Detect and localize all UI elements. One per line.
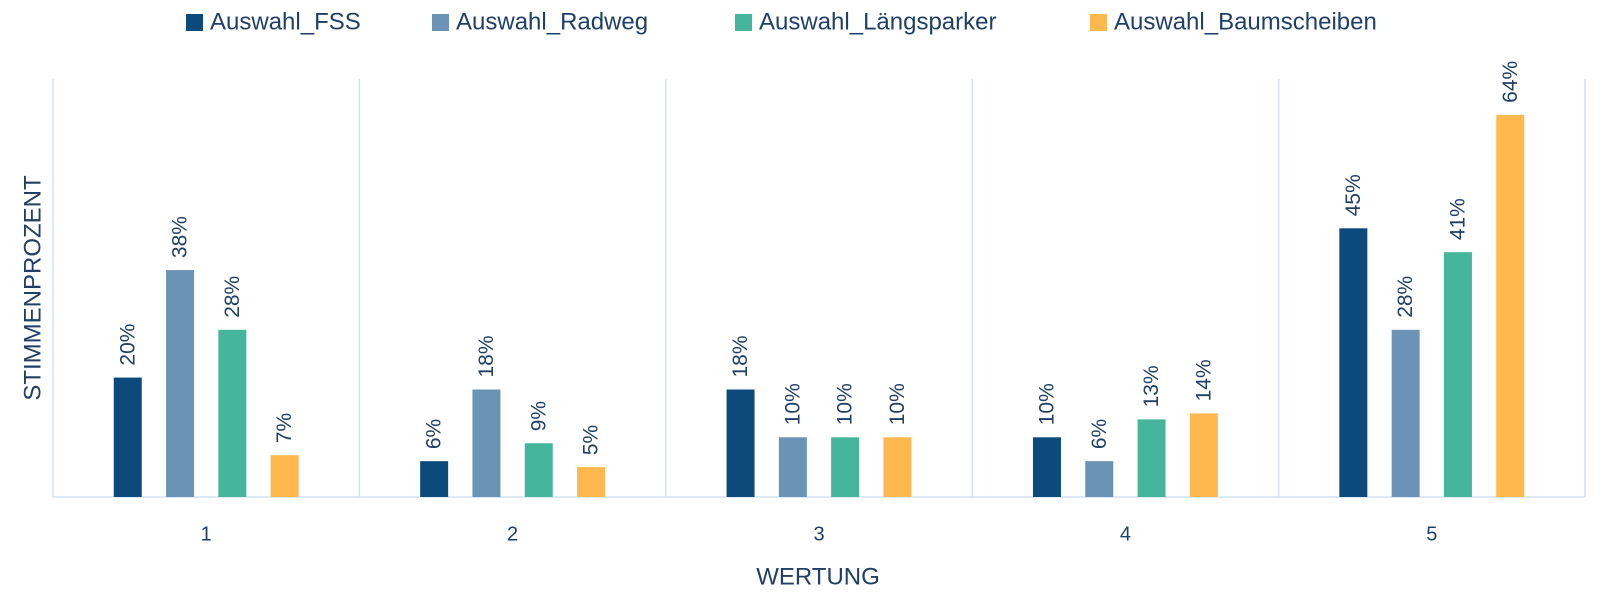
data-label: 9% (527, 401, 550, 431)
data-label: 41% (1446, 198, 1469, 240)
bar (831, 437, 860, 497)
bar (577, 467, 606, 497)
data-label: 10% (1035, 383, 1058, 425)
data-label: 10% (834, 383, 857, 425)
x-tick-label: 1 (201, 523, 212, 545)
data-label: 14% (1192, 359, 1215, 401)
legend-swatch (735, 14, 752, 31)
bar (1391, 329, 1420, 497)
x-tick-label: 2 (507, 523, 518, 545)
bar (1496, 114, 1525, 497)
bar (726, 389, 755, 497)
bar (524, 443, 553, 497)
bar (1339, 228, 1368, 498)
bar (270, 455, 299, 497)
data-label: 64% (1499, 61, 1522, 103)
x-axis-title: WERTUNG (756, 563, 880, 590)
data-label: 6% (423, 419, 446, 449)
legend-label: Auswahl_Längsparker (759, 8, 996, 35)
bar (218, 329, 247, 497)
bar (1137, 419, 1166, 497)
data-label: 13% (1140, 365, 1163, 407)
bar (1189, 413, 1218, 497)
data-label: 10% (781, 383, 804, 425)
data-label: 18% (475, 335, 498, 377)
bar (1443, 252, 1472, 497)
legend-label: Auswahl_Baumscheiben (1114, 8, 1377, 35)
data-label: 5% (580, 425, 603, 455)
data-label: 38% (169, 216, 192, 258)
legend-label: Auswahl_Radweg (456, 8, 648, 35)
y-axis-title: STIMMENPROZENT (19, 175, 46, 401)
bar (166, 270, 195, 497)
x-tick-label: 5 (1426, 523, 1437, 545)
data-label: 6% (1088, 419, 1111, 449)
legend-label: Auswahl_FSS (210, 8, 361, 35)
data-label: 7% (273, 413, 296, 443)
x-tick-label: 4 (1120, 523, 1131, 545)
legend-swatch (432, 14, 449, 31)
data-label: 45% (1342, 174, 1365, 216)
bar (883, 437, 912, 497)
data-label: 18% (729, 335, 752, 377)
bar (472, 389, 501, 497)
legend-swatch (1090, 14, 1107, 31)
data-label: 20% (116, 324, 139, 366)
bar (778, 437, 807, 497)
data-label: 28% (1394, 276, 1417, 318)
bar (420, 461, 449, 497)
data-label: 28% (221, 276, 244, 318)
bar (1085, 461, 1114, 497)
bar (113, 377, 142, 497)
data-label: 10% (886, 383, 909, 425)
x-tick-label: 3 (813, 523, 824, 545)
bar (1032, 437, 1061, 497)
legend-swatch (186, 14, 203, 31)
